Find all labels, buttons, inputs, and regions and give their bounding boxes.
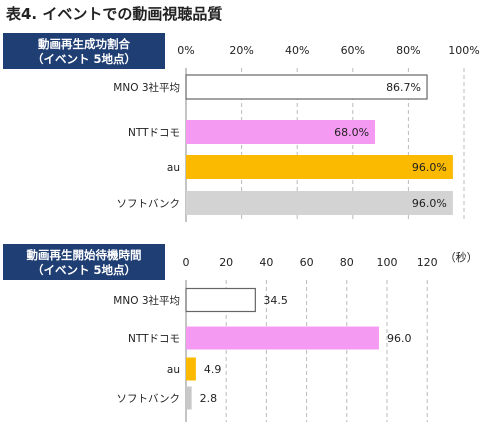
chart2-unit-label: （秒） <box>445 250 478 264</box>
chart2-category-label: ソフトバンク <box>116 393 180 405</box>
chart1-header-box <box>3 33 165 69</box>
chart2-data-label: 4.9 <box>204 363 222 376</box>
chart2-tick-label: 40 <box>259 256 273 269</box>
chart1-category-label: MNO 3社平均 <box>113 81 180 94</box>
chart1-tick-label: 0% <box>177 44 194 57</box>
chart2-data-label: 96.0 <box>387 332 412 345</box>
chart1-bar <box>186 191 453 215</box>
chart2-category-label: au <box>167 364 180 376</box>
chart1-data-label: 68.0% <box>334 126 369 139</box>
chart1-bar <box>186 155 453 179</box>
chart2-tick-label: 80 <box>340 256 354 269</box>
chart2-category-label: MNO 3社平均 <box>113 294 180 307</box>
chart1-bar <box>186 120 376 144</box>
chart2-tick-label: 120 <box>417 256 438 269</box>
chart1-tick-label: 100% <box>448 44 479 57</box>
chart2-tick-label: 60 <box>300 256 314 269</box>
chart1-data-label: 96.0% <box>412 161 447 174</box>
chart1-category-label: au <box>167 162 180 174</box>
page-title: 表4. イベントでの動画視聴品質 <box>6 5 223 23</box>
chart1-header-subtitle: （イベント 5地点） <box>32 52 136 66</box>
chart2-bar <box>186 326 379 350</box>
chart2-data-label: 34.5 <box>263 294 288 307</box>
chart2-data-label: 2.8 <box>200 392 218 405</box>
chart1-category-label: ソフトバンク <box>116 198 180 210</box>
chart2-bar <box>185 287 256 313</box>
chart2-header-subtitle: （イベント 5地点） <box>32 263 136 277</box>
chart2-header-box <box>3 244 165 280</box>
chart1-data-label: 86.7% <box>386 81 421 94</box>
chart1-data-label: 96.0% <box>412 197 447 210</box>
chart1-tick-label: 20% <box>229 44 253 57</box>
chart1-tick-label: 80% <box>396 44 420 57</box>
chart1-bar <box>185 74 428 100</box>
chart2-tick-label: 100 <box>377 256 398 269</box>
chart2-bar <box>186 357 196 381</box>
chart2-header-title: 動画再生開始待機時間 <box>27 248 142 262</box>
chart2-category-label: NTTドコモ <box>128 333 180 345</box>
chart1-tick-label: 60% <box>341 44 365 57</box>
chart1-header-title: 動画再生成功割合 <box>38 37 130 51</box>
chart2-tick-label: 0 <box>183 256 190 269</box>
chart1-category-label: NTTドコモ <box>128 127 180 139</box>
chart1-tick-label: 40% <box>285 44 309 57</box>
chart2-tick-label: 20 <box>219 256 233 269</box>
chart2-bar <box>186 386 192 410</box>
